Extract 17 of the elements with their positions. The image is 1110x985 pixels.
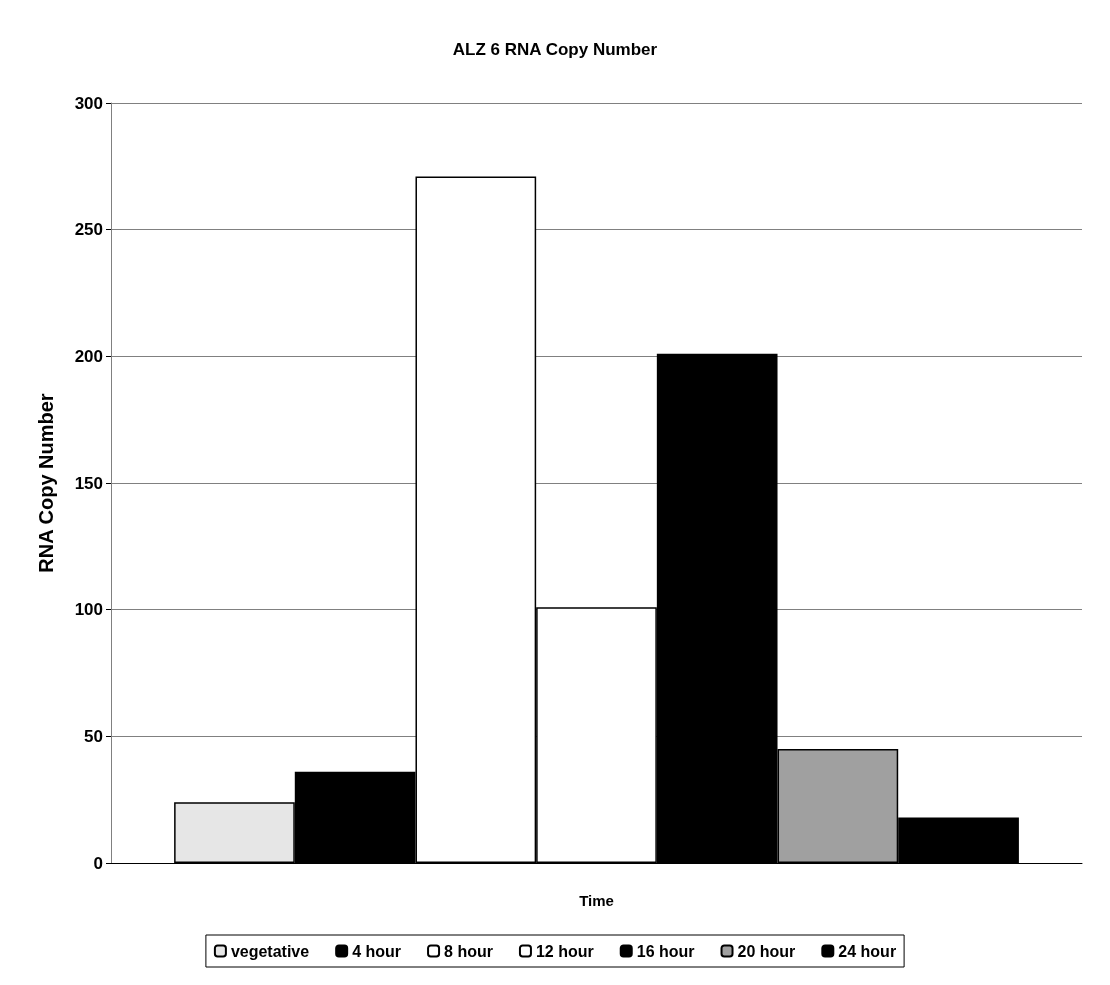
y-tick-label: 0 bbox=[93, 853, 103, 873]
x-axis-title: Time bbox=[579, 892, 614, 909]
y-tick-label: 200 bbox=[74, 346, 103, 366]
y-tick-label: 100 bbox=[74, 600, 103, 620]
y-tick-label: 250 bbox=[74, 220, 103, 240]
legend-label: 12 hour bbox=[535, 942, 594, 960]
legend-label: 20 hour bbox=[737, 942, 796, 960]
y-tick-label: 300 bbox=[74, 93, 103, 113]
chart-title: ALZ 6 RNA Copy Number bbox=[452, 40, 658, 59]
y-tick-label: 150 bbox=[74, 473, 103, 493]
legend-label: 16 hour bbox=[636, 942, 695, 960]
y-axis-title: RNA Copy Number bbox=[35, 393, 57, 573]
y-tick-label: 50 bbox=[84, 726, 103, 746]
legend-label: 8 hour bbox=[444, 942, 493, 960]
legend-label: 4 hour bbox=[352, 942, 402, 960]
legend-label: 24 hour bbox=[838, 942, 897, 960]
legend-label: vegetative bbox=[230, 942, 310, 960]
